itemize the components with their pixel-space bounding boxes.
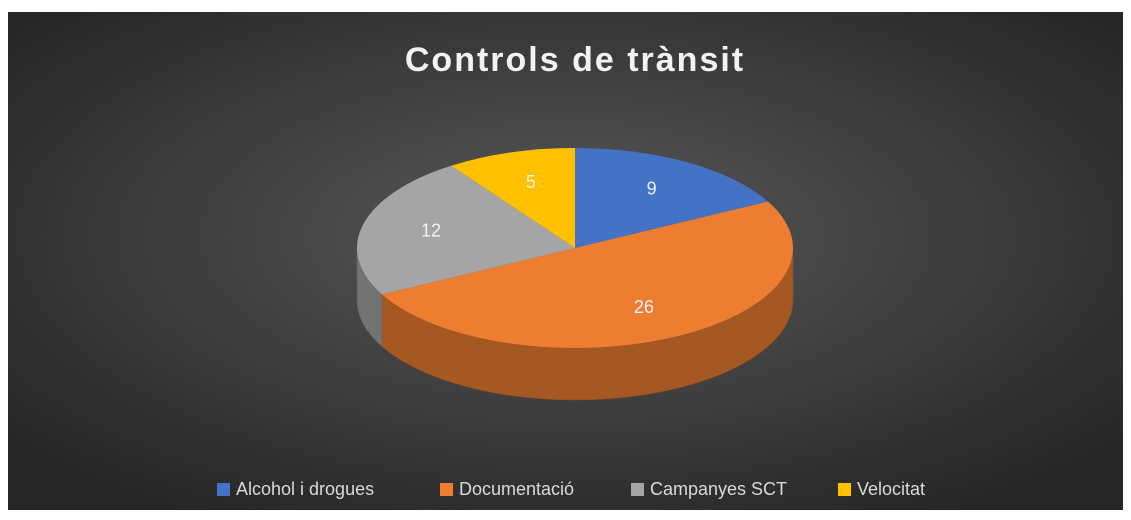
legend-label: Campanyes SCT [650,479,787,499]
data-label: 9 [647,179,657,199]
chart-title: Controls de trànsit [405,41,745,79]
legend-swatch [838,483,851,496]
slice [357,165,575,295]
slice [575,148,769,248]
data-label: 5 [526,172,536,192]
legend-swatch [631,483,644,496]
legend-label: Alcohol i drogues [236,479,374,499]
legend-label: Velocitat [857,479,925,499]
legend-swatch [440,483,453,496]
slice [451,148,575,248]
data-label: 26 [634,297,654,317]
legend-label: Documentació [459,479,574,499]
data-label: 12 [421,220,441,240]
legend-swatch [217,483,230,496]
slice [381,201,793,348]
